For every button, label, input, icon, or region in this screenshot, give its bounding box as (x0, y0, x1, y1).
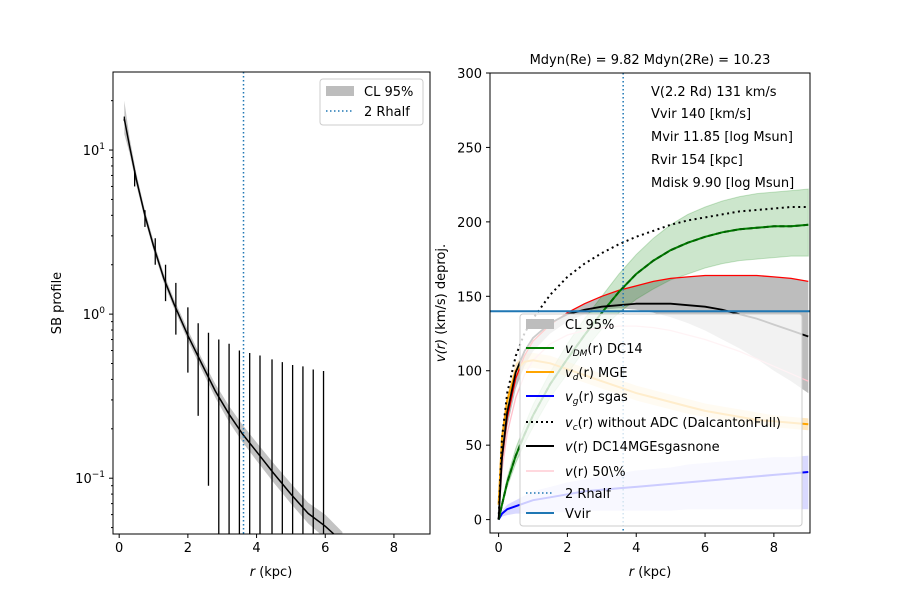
rotation-legend-label-vd: vd(r) MGE (565, 366, 628, 383)
vc-label-var: v (565, 416, 573, 431)
rotation-legend-swatch-cl95 (526, 319, 554, 329)
vg-label-rest: (r) sgas (578, 390, 628, 405)
rotation-y-axis-label: v(r) (km/s) deproj. (434, 244, 449, 362)
vd-label-var: v (565, 366, 573, 381)
vdm-label-var: v (565, 342, 573, 357)
sb-axes-frame (112, 71, 431, 535)
rotation-x-tick-label: 6 (701, 541, 709, 556)
sb-x-tick-label: 0 (115, 541, 123, 556)
rotation-y-tick-label: 300 (457, 67, 482, 82)
sb-legend-label-2rhalf: 2 Rhalf (364, 105, 410, 120)
rotation-legend-label-2rhalf: 2 Rhalf (565, 487, 611, 502)
rotation-y-axis-label-unit: (km/s) deproj. (434, 244, 449, 339)
rotation-y-tick-label: 0 (474, 514, 482, 529)
annotation-vvir: Vvir 140 [km/s] (651, 107, 751, 122)
sb-y-tick-label: 101 (83, 142, 105, 159)
v50-label-var: v (565, 465, 573, 480)
vc-label-rest: (r) without ADC (DalcantonFull) (578, 416, 781, 431)
annotation-v22rd: V(2.2 Rd) 131 km/s (651, 85, 777, 100)
sb-y-axis-label: SB profile (50, 272, 65, 334)
rotation-y-tick-label: 200 (457, 216, 482, 231)
rotation-x-axis-label-unit: (kpc) (634, 565, 671, 580)
sb-legend-label-cl95: CL 95% (364, 85, 413, 100)
rotation-x-tick-label: 8 (770, 541, 778, 556)
sb-y-tick-label: 10−1 (75, 470, 105, 487)
sb-x-tick-label: 6 (321, 541, 329, 556)
vdm-label-rest: (r) DC14 (587, 342, 642, 357)
rotation-y-tick-label: 150 (457, 290, 482, 305)
sb-x-axis-label-unit: (kpc) (255, 565, 292, 580)
rotation-legend: CL 95% vDM(r) DC14 vd(r) MGE vg(r) sgas … (519, 313, 803, 527)
rotation-curve-title: Mdyn(Re) = 9.82 Mdyn(2Re) = 10.23 (530, 53, 771, 68)
sb-profile-panel: 0 2 4 6 8 10−1 100 101 r (kpc) SB profile CL 9… (50, 71, 431, 580)
rotation-x-axis-label-var: r (629, 565, 636, 580)
sb-x-tick-label: 4 (252, 541, 260, 556)
sb-y-tick-label: 100 (83, 306, 106, 323)
rotation-y-tick-label: 100 (457, 365, 482, 380)
rotation-legend-label-vtotal: v(r) DC14MGEsgasnone (565, 440, 720, 455)
rotation-y-ticks: 0 50 100 150 200 250 300 (457, 67, 490, 529)
annotation-mvir: Mvir 11.85 [log Msun] (651, 130, 793, 145)
vtotal-label-rest: (r) DC14MGEsgasnone (573, 440, 720, 455)
rotation-legend-label-v50: v(r) 50\% (565, 465, 626, 480)
sb-legend: CL 95% 2 Rhalf (319, 78, 424, 126)
sb-x-axis-label-var: r (250, 565, 257, 580)
sb-x-ticks: 0 2 4 6 8 (115, 534, 398, 556)
annotation-rvir: Rvir 154 [kpc] (651, 153, 743, 168)
rotation-annotations: V(2.2 Rd) 131 km/s Vvir 140 [km/s] Mvir … (651, 85, 794, 191)
rotation-x-tick-label: 4 (632, 541, 640, 556)
sb-x-axis-label: r (kpc) (250, 565, 293, 580)
rotation-y-tick-label: 50 (465, 439, 482, 454)
vd-label-sub: d (573, 373, 579, 383)
rotation-legend-label-cl95: CL 95% (565, 318, 614, 333)
sb-model-curve (123, 118, 335, 534)
v50-label-rest: (r) 50\% (573, 465, 626, 480)
vd-label-rest: (r) MGE (578, 366, 627, 381)
vc-label-sub: c (573, 423, 578, 433)
vg-label-sub: g (573, 397, 579, 407)
sb-y-ticks: 10−1 100 101 (75, 100, 113, 529)
rotation-x-tick-label: 0 (494, 541, 502, 556)
vg-label-var: v (565, 390, 573, 405)
rotation-legend-label-vdm: vDM(r) DC14 (565, 342, 643, 359)
vdm-median-curve (497, 223, 809, 520)
rotation-curve-panel: Mdyn(Re) = 9.82 Mdyn(2Re) = 10.23 CL 95%… (434, 53, 811, 580)
vtotal-label-var: v (565, 440, 573, 455)
vdm-label-sub: DM (573, 349, 588, 359)
rotation-x-ticks: 0 2 4 6 8 (494, 533, 778, 556)
rotation-axes-frame (489, 72, 811, 534)
rotation-legend-label-vvir: Vvir (565, 507, 591, 522)
rotation-x-tick-label: 2 (563, 541, 571, 556)
rotation-legend-label-vc: vc(r) without ADC (DalcantonFull) (565, 416, 781, 433)
annotation-mdisk: Mdisk 9.90 [log Msun] (651, 176, 794, 191)
sb-x-tick-label: 8 (390, 541, 398, 556)
sb-legend-swatch-cl95 (326, 86, 354, 96)
rotation-y-axis-label-var: v(r) (434, 339, 449, 362)
rotation-legend-label-vg: vg(r) sgas (565, 390, 628, 407)
rotation-y-tick-label: 250 (457, 141, 482, 156)
sb-plot-area (123, 72, 343, 534)
sb-x-tick-label: 2 (184, 541, 192, 556)
rotation-x-axis-label: r (kpc) (629, 565, 672, 580)
rotation-legend-frame (519, 313, 803, 527)
